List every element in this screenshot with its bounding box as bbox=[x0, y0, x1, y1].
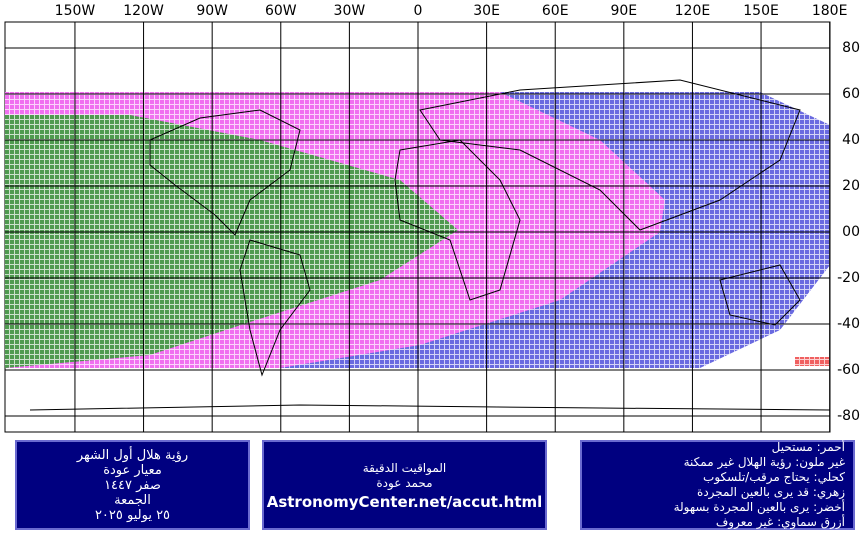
info-box-left: رؤية هلال أول الشهر معيار عودة صفر ١٤٤٧ الج… bbox=[15, 440, 250, 530]
lon-label: 150W bbox=[55, 3, 96, 19]
lat-label: 40 bbox=[842, 132, 860, 148]
info-line: محمد عودة bbox=[376, 475, 433, 490]
antarctica bbox=[29, 404, 831, 411]
lat-label: 00 bbox=[842, 224, 860, 240]
australia bbox=[719, 264, 801, 326]
lon-label: 0 bbox=[414, 3, 423, 19]
lat-label: -20 bbox=[837, 270, 860, 286]
lon-label: 90E bbox=[610, 3, 637, 19]
info-line: أزرق سماوي: غير معروف bbox=[715, 515, 845, 529]
info-box-right: أحمر: مستحيل غير ملون: رؤية الهلال غير مم… bbox=[580, 440, 855, 530]
lon-label: 60E bbox=[542, 3, 569, 19]
lon-label: 30E bbox=[473, 3, 500, 19]
info-line: معيار عودة bbox=[103, 462, 162, 478]
coastlines bbox=[29, 79, 831, 411]
info-line: AstronomyCenter.net/accut.html bbox=[266, 492, 543, 511]
lon-label: 150E bbox=[743, 3, 779, 19]
info-box-middle: المواقيت الدقيقة محمد عودة AstronomyCenter… bbox=[262, 440, 547, 530]
africa bbox=[394, 139, 521, 301]
info-line: كحلي: يحتاج مرقب/تلسكوب bbox=[703, 470, 845, 484]
lat-label: -60 bbox=[837, 362, 860, 378]
lat-label: -40 bbox=[837, 316, 860, 332]
map: 150W 120W 90W 60W 30W 0 30E 60E 90E 120E 150E 180E 8… bbox=[4, 3, 860, 433]
info-line: زهري: قد يرى بالعين المجردة bbox=[697, 485, 845, 499]
lon-label: 90W bbox=[196, 3, 228, 19]
lon-label: 120W bbox=[123, 3, 164, 19]
info-line: المواقيت الدقيقة bbox=[362, 460, 447, 475]
info-line: غير ملون: رؤية الهلال غير ممكنة bbox=[683, 455, 845, 469]
lon-label: 180E bbox=[812, 3, 848, 19]
lon-label: 30W bbox=[334, 3, 366, 19]
info-line: أحمر: مستحيل bbox=[771, 440, 845, 454]
eurasia bbox=[419, 79, 801, 231]
lat-label: -80 bbox=[837, 408, 860, 424]
south-america bbox=[239, 239, 311, 377]
info-line: رؤية هلال أول الشهر bbox=[76, 447, 189, 463]
lat-label: 60 bbox=[842, 86, 860, 102]
info-line: الجمعة bbox=[114, 492, 151, 508]
lon-label: 120E bbox=[675, 3, 711, 19]
info-line: صفر ١٤٤٧ bbox=[104, 477, 161, 493]
info-line: ٢٥ يوليو ٢٠٢٥ bbox=[94, 507, 171, 523]
info-line: أخضر: يرى بالعين المجردة بسهولة bbox=[673, 500, 845, 514]
lat-label: 80 bbox=[842, 40, 860, 56]
lat-label: 20 bbox=[842, 178, 860, 194]
lon-label: 60W bbox=[265, 3, 297, 19]
north-america bbox=[149, 109, 301, 236]
